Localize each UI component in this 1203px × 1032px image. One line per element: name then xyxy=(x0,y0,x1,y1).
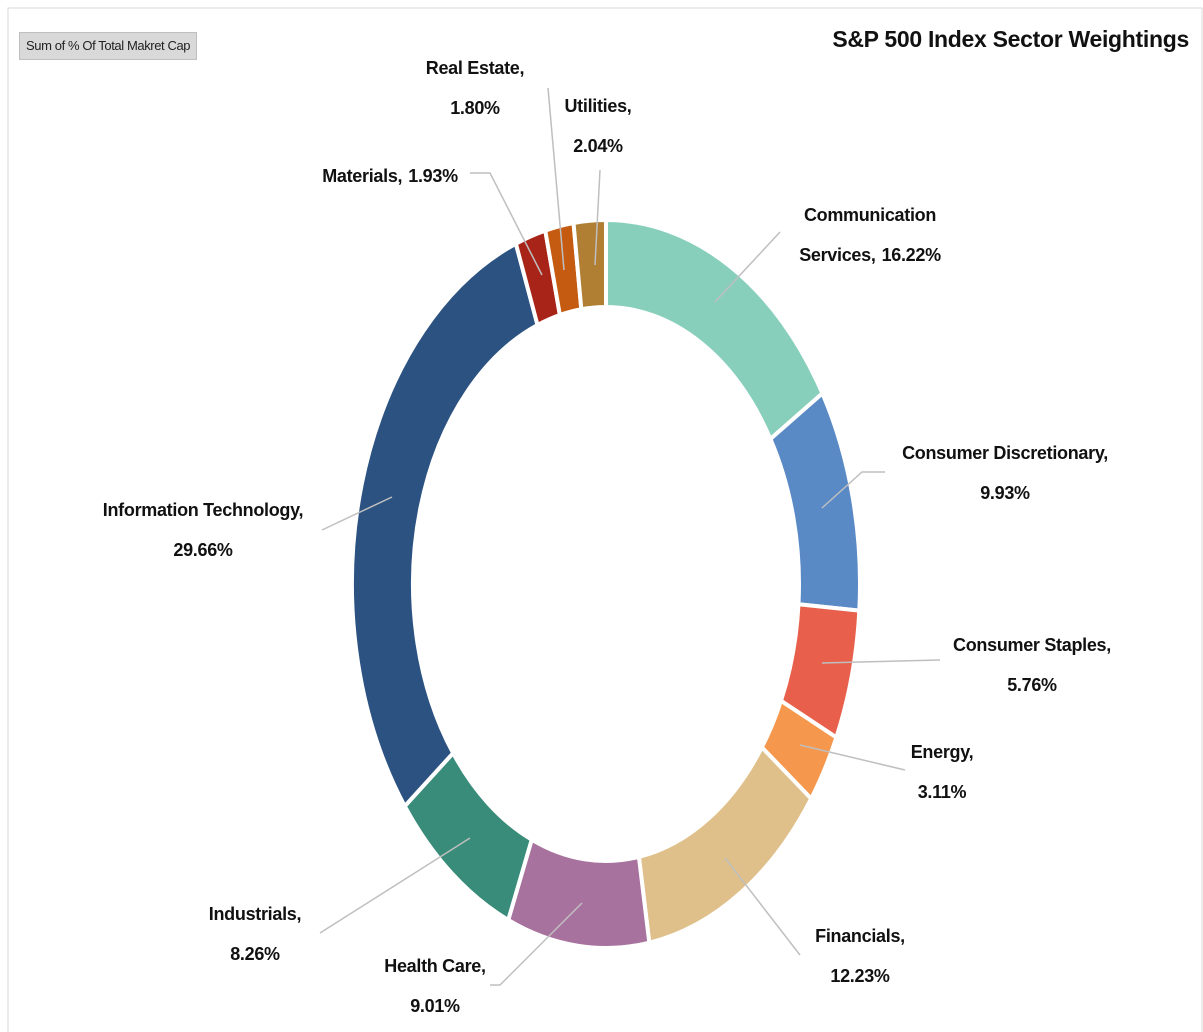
data-label: Information Technology, 29.66% xyxy=(83,490,323,570)
category-label: Materials, xyxy=(322,166,403,186)
slices xyxy=(350,218,862,950)
leader-line xyxy=(319,837,471,934)
category-label: Communication Services, xyxy=(799,205,937,265)
field-button[interactable]: Sum of % Of Total Makret Cap xyxy=(19,32,198,60)
data-label: Energy, 3.11% xyxy=(902,732,982,812)
slice xyxy=(506,837,652,950)
data-label: Utilities, 2.04% xyxy=(543,86,653,166)
category-label: Energy, xyxy=(910,742,974,762)
slice xyxy=(571,218,608,312)
value-label: 9.93% xyxy=(980,483,1030,503)
category-label: Industrials, xyxy=(208,904,302,924)
category-label: Information Technology, xyxy=(102,500,304,520)
value-label: 1.93% xyxy=(408,166,458,186)
leader-line xyxy=(821,471,885,509)
leader-lines xyxy=(319,87,941,986)
leader-line xyxy=(724,857,801,956)
category-label: Financials, xyxy=(815,926,905,946)
data-label: Health Care, 9.01% xyxy=(370,946,500,1026)
leader-line xyxy=(821,659,941,664)
value-label: 1.80% xyxy=(450,98,500,118)
leader-line xyxy=(470,172,543,276)
leader-line xyxy=(714,231,781,303)
category-label: Real Estate, xyxy=(425,58,525,78)
chart-title: S&P 500 Index Sector Weightings xyxy=(832,26,1189,52)
chart-border xyxy=(7,7,1203,1032)
data-label: Materials, 1.93% xyxy=(290,156,490,196)
category-label: Consumer Discretionary, xyxy=(902,443,1108,463)
data-label: Industrials, 8.26% xyxy=(195,894,315,974)
value-label: 29.66% xyxy=(173,540,233,560)
data-label: Consumer Discretionary, 9.93% xyxy=(885,433,1125,513)
slice xyxy=(768,391,862,613)
category-label: Consumer Staples, xyxy=(953,635,1111,655)
value-label: 16.22% xyxy=(881,245,942,265)
value-label: 2.04% xyxy=(573,136,623,156)
data-label: Consumer Staples, 5.76% xyxy=(932,625,1132,705)
data-label: Communication Services, 16.22% xyxy=(785,195,955,275)
value-label: 12.23% xyxy=(830,966,890,986)
value-label: 8.26% xyxy=(230,944,280,964)
data-label: Real Estate, 1.80% xyxy=(415,48,535,128)
leader-line xyxy=(321,496,393,531)
value-label: 3.11% xyxy=(917,782,967,802)
value-label: 5.76% xyxy=(1007,675,1057,695)
slice xyxy=(636,745,814,945)
leader-line xyxy=(594,169,601,266)
category-label: Utilities, xyxy=(564,96,632,116)
leader-line xyxy=(547,87,565,271)
slice xyxy=(350,241,540,809)
data-label: Financials, 12.23% xyxy=(800,916,920,996)
value-label: 9.01% xyxy=(410,996,460,1016)
leader-line xyxy=(490,902,583,986)
category-label: Health Care, xyxy=(384,956,486,976)
leader-line xyxy=(799,744,906,771)
